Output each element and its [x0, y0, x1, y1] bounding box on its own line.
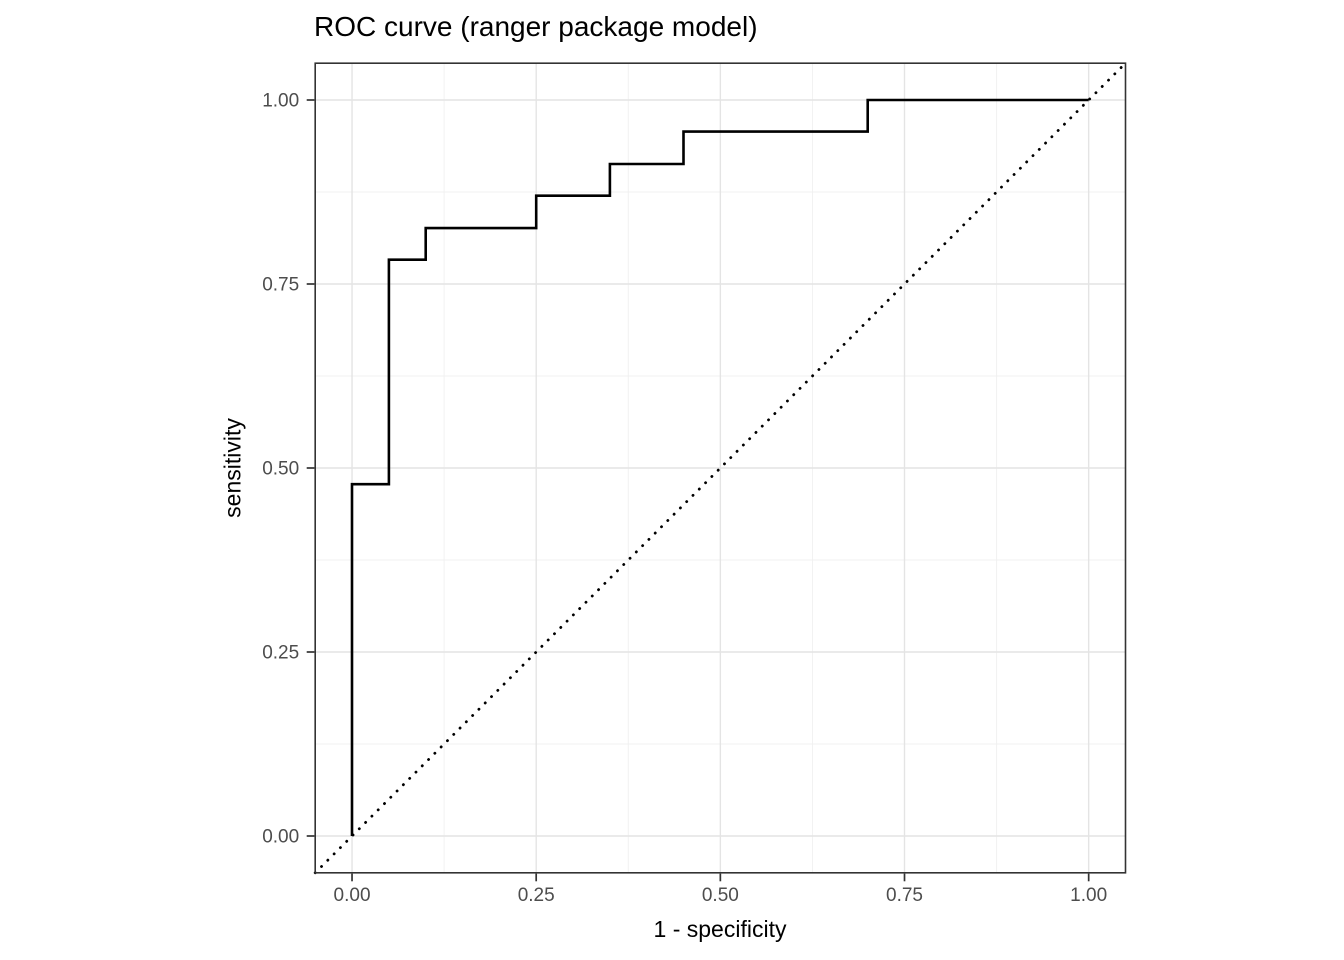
y-tick-labels: 0.00 0.25 0.50 0.75 1.00 — [262, 91, 299, 848]
x-tick-label: 1.00 — [1070, 885, 1107, 906]
x-tick-label: 0.00 — [334, 885, 371, 906]
plot-title: ROC curve (ranger package model) — [314, 11, 758, 42]
axis-tick-marks — [306, 99, 1090, 882]
y-axis-label: sensitivity — [219, 418, 246, 518]
x-tick-label: 0.25 — [518, 885, 555, 906]
y-tick-label: 0.50 — [262, 459, 299, 480]
roc-curve — [350, 98, 1089, 836]
y-tick-label: 0.75 — [262, 275, 299, 296]
y-tick-label: 0.25 — [262, 643, 299, 664]
y-tick-label: 1.00 — [262, 91, 299, 112]
panel-border — [314, 62, 1127, 874]
x-axis-label: 1 - specificity — [653, 916, 787, 942]
y-tick-label: 0.00 — [262, 827, 299, 848]
x-tick-labels: 0.00 0.25 0.50 0.75 1.00 — [334, 885, 1108, 906]
x-tick-label: 0.75 — [886, 885, 923, 906]
x-tick-label: 0.50 — [702, 885, 739, 906]
